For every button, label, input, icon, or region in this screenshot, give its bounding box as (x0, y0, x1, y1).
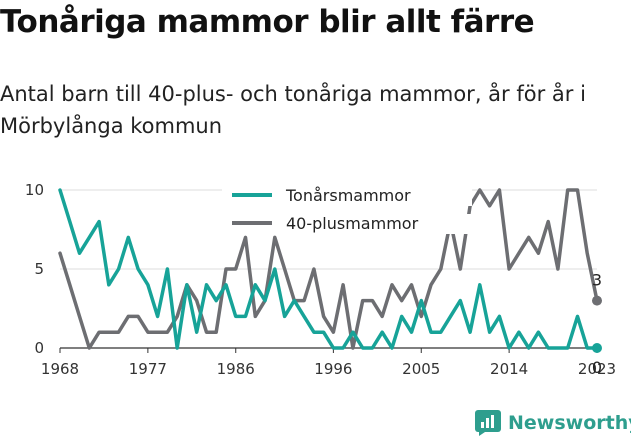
end-point-marker (592, 295, 602, 306)
brand-name: Newsworthy (508, 412, 631, 434)
y-tick-label: 5 (34, 260, 44, 278)
chart-title: Tonåriga mammor blir allt färre (0, 4, 535, 40)
end-label-40-plusmammor: 3 (592, 271, 602, 290)
end-point-marker (592, 343, 602, 353)
x-tick-label: 2014 (490, 360, 528, 378)
legend-background (222, 186, 472, 206)
line-chart: 0 5 10 1968 1977 1986 1996 2005 2014 2023 3 0 Tonårs… (25, 181, 616, 378)
legend-entry: Tonårsmammor (285, 186, 411, 205)
y-tick-label: 10 (25, 181, 44, 199)
x-tick-label: 2023 (578, 360, 616, 378)
x-tick-label: 2005 (402, 360, 440, 378)
series-line-40-plusmammor (58, 188, 599, 350)
x-tick-label: 1996 (314, 360, 352, 378)
legend-entry: 40-plusmammor (286, 214, 419, 233)
x-tick-label: 1968 (41, 360, 79, 378)
newsworthy-icon (475, 410, 501, 436)
series-line-tonarsmammor (58, 188, 599, 350)
x-tick-label: 1986 (217, 360, 255, 378)
chart-subtitle: Antal barn till 40-plus- och tonåriga ma… (0, 82, 586, 138)
end-label-tonarsmammor: 0 (592, 358, 602, 377)
y-tick-label: 0 (34, 339, 44, 357)
x-tick-label: 1977 (129, 360, 167, 378)
newsworthy-logo: Newsworthy (475, 407, 631, 439)
legend-background (222, 214, 472, 234)
